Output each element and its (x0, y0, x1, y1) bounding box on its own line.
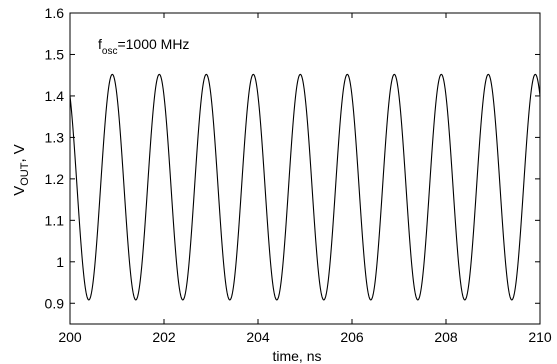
plot-area (69, 12, 541, 325)
y-tick-label: 1.1 (45, 212, 65, 228)
y-tick-label: 1.4 (45, 88, 65, 104)
y-tick-label: 1.5 (45, 46, 65, 62)
y-tick-label: 0.9 (45, 295, 65, 311)
x-tick-label: 208 (434, 329, 458, 345)
x-axis-label: time, ns (272, 348, 321, 364)
x-tick-label: 204 (246, 329, 270, 345)
frequency-annotation: fosc=1000 MHz (98, 36, 189, 57)
curve-layer (69, 73, 541, 301)
x-tick-label: 200 (58, 329, 82, 345)
ticks-layer: 200 202 204 206 208 210 0.9 1 1.1 1.2 1.3 1.4 1.5 1.6 (45, 5, 552, 345)
y-tick-label: 1 (56, 254, 64, 270)
x-tick-label: 210 (528, 329, 552, 345)
x-tick-label: 206 (340, 329, 364, 345)
y-tick-label: 1.3 (45, 129, 65, 145)
x-tick-label: 202 (152, 329, 176, 345)
series-line (69, 73, 541, 301)
annotation-subscript: osc (102, 46, 118, 57)
y-axis-label-subscript: OUT (19, 162, 31, 186)
y-axis-label: VOUT, V (11, 144, 31, 196)
axes-box (69, 12, 541, 325)
y-tick-label: 1.2 (45, 171, 65, 187)
y-tick-label: 1.6 (45, 5, 65, 21)
